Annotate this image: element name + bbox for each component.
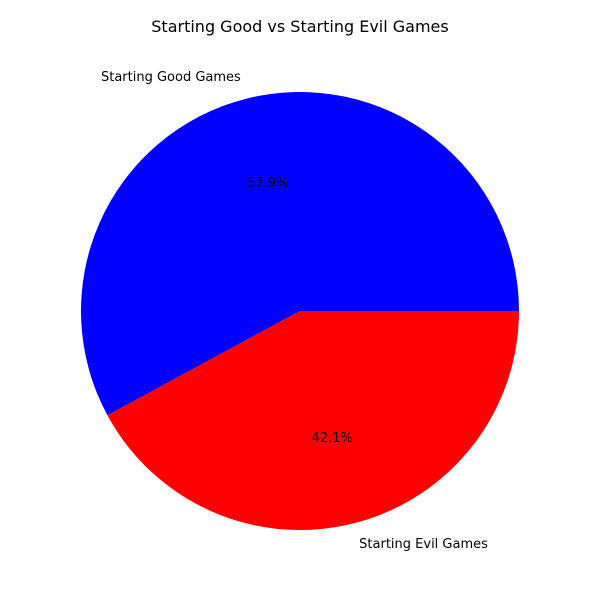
slice-percent-label-2: 42.1%: [312, 431, 353, 446]
chart-title: Starting Good vs Starting Evil Games: [151, 17, 448, 36]
slice-percent-label-1: 57.9%: [247, 176, 288, 191]
pie-labels: Starting Good Games 57.9% Starting Evil Ga…: [101, 70, 488, 552]
pie-slice-1: [81, 91, 519, 416]
pie-slices: [81, 91, 520, 530]
slice-label-2: Starting Evil Games: [359, 537, 488, 552]
pie-slice-2: [107, 311, 520, 530]
slice-label-1: Starting Good Games: [101, 70, 241, 85]
